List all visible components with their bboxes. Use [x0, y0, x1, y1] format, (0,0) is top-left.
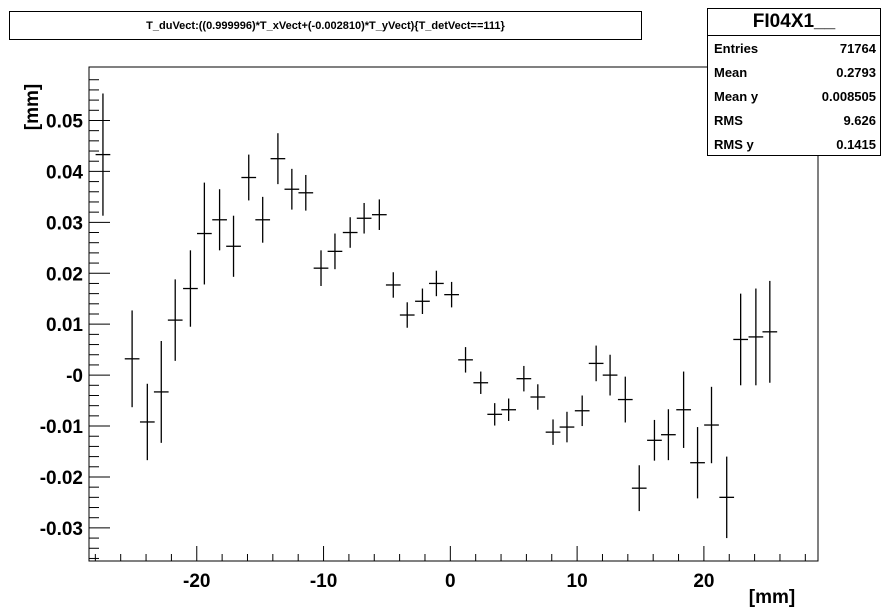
stats-label: Entries: [714, 40, 759, 56]
data-point: [690, 427, 705, 499]
data-point: [226, 215, 241, 277]
data-point: [762, 280, 778, 383]
data-point: [530, 384, 546, 410]
plot-title: T_duVect:((0.999996)*T_xVect+(-0.002810)…: [9, 11, 642, 40]
data-point: [167, 279, 183, 361]
data-point: [444, 281, 459, 308]
data-point: [588, 345, 604, 382]
stats-label: Mean: [714, 64, 748, 80]
stats-row-mean: Mean 0.2793: [708, 60, 880, 84]
y-tick-label: -0.01: [40, 417, 84, 438]
data-point: [559, 411, 575, 443]
data-point: [153, 340, 169, 443]
y-axis-label: [mm]: [22, 84, 43, 130]
data-point: [284, 168, 300, 210]
data-point: [327, 233, 343, 270]
data-point: [385, 272, 401, 298]
data-point: [298, 174, 314, 211]
y-axis: -0.03 -0.02 -0.01 -0 0.01 0.02 0.03 0.04 0.05: [40, 79, 110, 559]
data-point: [733, 293, 749, 386]
data-point: [183, 250, 198, 327]
y-tick-label: -0.02: [40, 468, 83, 489]
stats-value: 9.626: [843, 112, 876, 128]
x-tick-label: -10: [310, 571, 337, 592]
data-point: [139, 383, 155, 461]
x-tick-label: 20: [693, 571, 714, 592]
stats-row-entries: Entries 71764: [708, 36, 880, 60]
stats-label: RMS y: [714, 136, 754, 152]
data-point: [197, 182, 212, 285]
data-point: [748, 288, 764, 386]
data-point: [487, 403, 503, 426]
data-point: [356, 202, 372, 234]
data-point: [661, 409, 676, 461]
data-point: [574, 395, 590, 427]
y-tick-label: 0.04: [46, 162, 83, 183]
stats-value: 71764: [839, 40, 876, 56]
data-point: [501, 398, 517, 421]
data-points: [95, 93, 778, 539]
data-point: [124, 310, 140, 408]
y-tick-label: 0.05: [46, 111, 83, 132]
data-point: [270, 133, 286, 185]
data-point: [704, 386, 719, 464]
data-point: [719, 456, 735, 539]
data-point: [95, 93, 111, 216]
stats-row-rms: RMS 9.626: [708, 108, 880, 132]
data-point: [342, 217, 358, 248]
x-tick-label: 10: [567, 571, 588, 592]
stats-value: 0.008505: [821, 88, 876, 104]
data-point: [647, 419, 662, 461]
data-point: [473, 371, 489, 394]
data-point: [212, 189, 227, 251]
stats-histogram-name: FI04X1__: [708, 9, 880, 36]
stats-box: FI04X1__ Entries 71764 Mean 0.2793 Mean …: [707, 8, 881, 156]
data-point: [415, 288, 430, 314]
stats-row-mean-y: Mean y 0.008505: [708, 84, 880, 108]
data-point: [545, 419, 561, 445]
data-point: [371, 199, 387, 230]
stats-value: 0.2793: [836, 64, 876, 80]
data-point: [458, 347, 473, 373]
data-point: [429, 270, 444, 297]
y-tick-label: 0.01: [46, 315, 83, 336]
data-point: [399, 302, 415, 328]
x-tick-label: 0: [445, 571, 456, 592]
stats-row-rms-y: RMS y 0.1415: [708, 132, 880, 156]
data-point: [255, 196, 271, 243]
x-axis-label: [mm]: [749, 587, 795, 608]
data-point: [602, 354, 618, 396]
data-point: [313, 250, 329, 286]
data-point: [241, 154, 257, 201]
x-tick-label: -20: [183, 571, 210, 592]
stats-value: 0.1415: [836, 136, 876, 152]
y-tick-label: 0.03: [46, 213, 83, 234]
data-point: [617, 376, 633, 423]
data-point: [631, 465, 647, 512]
y-tick-label: 0.02: [46, 264, 83, 285]
stats-label: RMS: [714, 112, 743, 128]
y-tick-label: -0.03: [40, 519, 83, 540]
y-tick-label: -0: [66, 366, 83, 387]
x-axis: -20 -10 0 10 20: [94, 546, 806, 592]
stats-label: Mean y: [714, 88, 759, 104]
data-point: [516, 365, 532, 392]
data-point: [676, 371, 691, 448]
